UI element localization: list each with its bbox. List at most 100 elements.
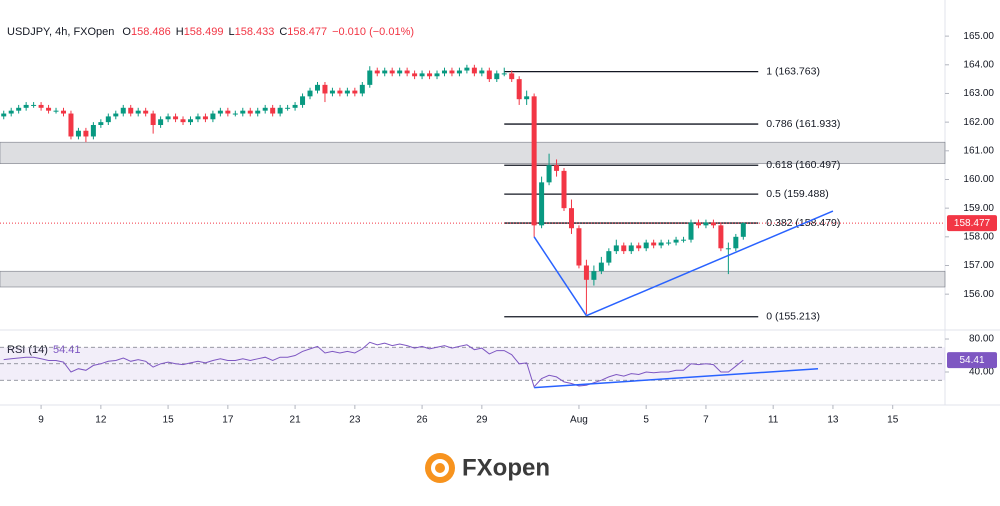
candle-body — [285, 107, 291, 109]
ohlc-value: 158.499 — [184, 26, 224, 38]
candle-body — [135, 110, 141, 114]
candle-body — [270, 107, 276, 114]
candle-body — [718, 225, 724, 249]
ohlc: O158.486 H158.499 L158.433 C158.477 −0.010 (… — [122, 26, 414, 38]
candle-body — [337, 90, 343, 94]
candle-body — [300, 96, 306, 105]
candle-body — [606, 251, 612, 263]
candle-body — [180, 119, 186, 123]
trendline — [533, 236, 588, 317]
candle-body — [583, 265, 589, 280]
candle-body — [464, 67, 470, 71]
candle-body — [531, 96, 537, 226]
candle-body — [539, 182, 545, 226]
candle-body — [120, 107, 126, 114]
candle-body — [666, 242, 672, 244]
candle-body — [187, 119, 193, 123]
symbol: USDJPY, 4h, FXOpen — [7, 26, 114, 38]
candle-body — [75, 130, 81, 137]
candle-body — [210, 113, 216, 120]
y-tick-label: 161.00 — [963, 145, 994, 156]
rsi-value-box — [947, 352, 997, 369]
candle-body — [113, 113, 119, 117]
x-tick-label: 23 — [349, 415, 361, 426]
candle-body — [31, 104, 37, 106]
candle-body — [501, 73, 507, 75]
candle-body — [38, 104, 44, 108]
y-tick-label: 162.00 — [963, 117, 994, 128]
candle-body — [404, 70, 410, 74]
x-tick-label: 5 — [643, 415, 649, 426]
ohlc-label: L — [228, 26, 234, 38]
y-tick-label: 157.00 — [963, 260, 994, 271]
candle-body — [150, 113, 156, 126]
zone — [0, 141, 946, 165]
candle-body — [60, 110, 66, 114]
candle-body — [710, 222, 716, 226]
candle-body — [554, 165, 560, 171]
candle-body — [173, 116, 179, 120]
candle-body — [1, 113, 7, 117]
x-tick-label: 17 — [222, 415, 234, 426]
ohlc-value: 158.477 — [287, 26, 327, 38]
candle-body — [202, 116, 208, 120]
fib-label: 0.5 (159.488) — [766, 188, 828, 200]
candle-body — [427, 73, 433, 77]
fib-label: 0.618 (160.497) — [766, 159, 840, 171]
candle-body — [546, 165, 552, 183]
candle-body — [247, 110, 253, 114]
y-tick-label: 156.00 — [963, 289, 994, 300]
candle-body — [105, 116, 111, 123]
candle-body — [636, 245, 642, 249]
x-tick-label: 21 — [290, 415, 302, 426]
candle-body — [479, 70, 485, 74]
candle-body — [397, 70, 403, 74]
candle-body — [292, 104, 298, 108]
candle-body — [524, 96, 530, 100]
header: USDJPY, 4h, FXOpen O158.486 H158.499 L158.4… — [7, 26, 414, 38]
candle-body — [703, 222, 709, 226]
y-tick-label: 164.00 — [963, 59, 994, 70]
x-tick-label: 7 — [703, 415, 709, 426]
candle-body — [576, 228, 582, 266]
x-tick-label: Aug — [570, 415, 588, 426]
fib-label: 1 (163.763) — [766, 65, 820, 77]
y-tick-label: 165.00 — [963, 31, 994, 42]
candle-body — [158, 119, 164, 126]
ohlc-label: H — [176, 26, 184, 38]
candle-body — [628, 245, 634, 252]
candle-body — [128, 107, 134, 114]
rsi-trendline — [534, 367, 819, 389]
x-tick-label: 15 — [163, 415, 175, 426]
candle-body — [225, 110, 231, 114]
x-tick-label: 15 — [887, 415, 899, 426]
rsi-tick-label: 40.00 — [969, 367, 994, 378]
ohlc-label: C — [279, 26, 287, 38]
candle-body — [740, 223, 746, 237]
candle-body — [725, 248, 731, 250]
candle-body — [673, 239, 679, 243]
ohlc-value: 158.433 — [235, 26, 275, 38]
x-tick-label: 12 — [95, 415, 107, 426]
candle-body — [486, 70, 492, 80]
candle-body — [83, 130, 89, 137]
logo: FXopen — [425, 453, 550, 483]
rsi-tick-label: 80.00 — [969, 334, 994, 345]
candle-body — [688, 222, 694, 240]
candle-body — [561, 170, 567, 209]
logo-icon-core — [435, 463, 445, 473]
candle-body — [90, 125, 96, 137]
candle-body — [262, 107, 268, 111]
candle-body — [240, 110, 246, 114]
candle-body — [389, 70, 395, 74]
fib-label: 0 (155.213) — [766, 311, 820, 323]
ohlc-value: 158.486 — [131, 26, 171, 38]
candle-body — [613, 245, 619, 252]
candle-body — [449, 70, 455, 74]
candle-body — [456, 70, 462, 74]
candle-body — [412, 73, 418, 77]
candle-body — [367, 70, 373, 85]
candle-body — [568, 208, 574, 229]
candle-body — [374, 70, 380, 74]
